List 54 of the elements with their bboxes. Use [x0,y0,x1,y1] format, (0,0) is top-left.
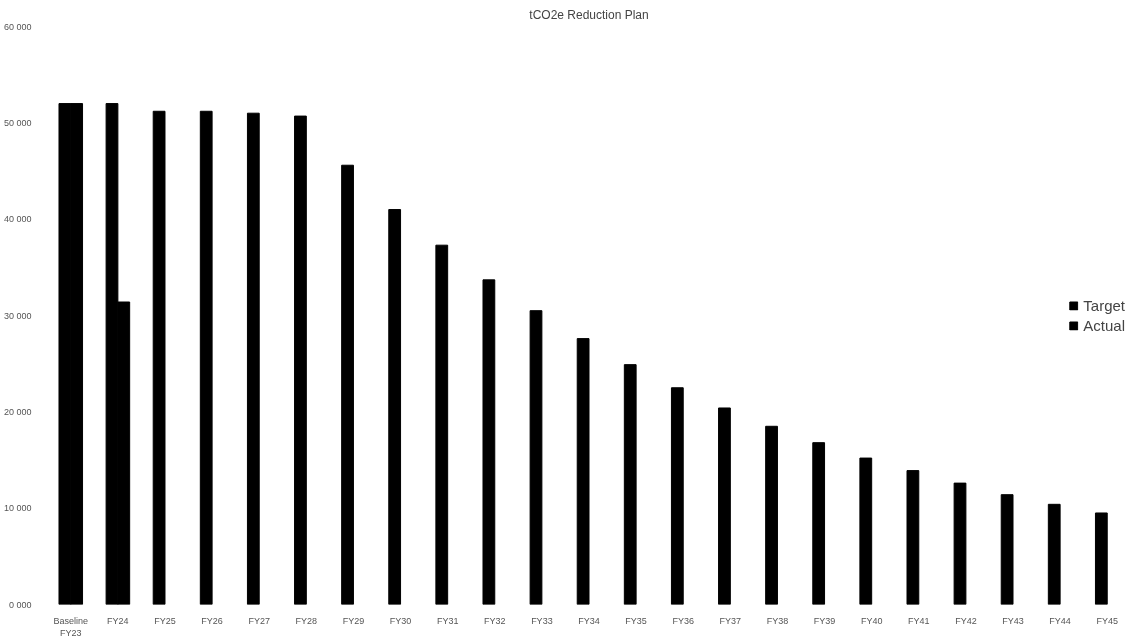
bar [294,115,307,605]
bar [812,442,826,605]
x-tick-label: FY35 [625,615,647,626]
x-tick-label: FY27 [248,615,270,626]
x-tick-label: FY36 [672,615,694,626]
bar [482,279,496,605]
bar [1047,503,1061,605]
legend-label: Target [1083,296,1125,314]
x-tick-label: FY42 [955,615,977,626]
chart-title: tCO2e Reduction Plan [529,7,649,22]
bar [953,482,967,605]
bar [906,470,920,605]
x-tick-label: FY31 [436,615,459,626]
y-tick-label: 40 000 [3,214,32,225]
bar [246,112,260,605]
bar [859,457,873,605]
x-tick-label: FY40 [860,615,883,626]
x-tick-label: FY33 [531,615,553,626]
x-tick-label: FY43 [1002,615,1024,626]
bar [388,209,402,605]
x-tick-label: FY32 [484,615,506,626]
x-tick-label: FY41 [908,615,930,626]
y-tick-label: 60 000 [3,21,32,32]
bar [152,110,166,605]
bar [576,338,590,605]
bar [1094,512,1108,605]
bar [435,244,449,605]
bar [341,164,354,605]
legend-label: Actual [1083,316,1125,334]
x-tick-label: FY25 [154,615,176,626]
bar [529,310,543,605]
bar [1000,494,1014,605]
bar [623,364,637,605]
x-tick-label: FY30 [389,615,412,626]
x-tick-label: FY44 [1049,615,1071,626]
x-tick-label: FY29 [342,615,365,626]
y-tick-label: 30 000 [3,310,32,321]
x-tick-label: FY38 [766,615,789,626]
x-tick-label: FY24 [107,615,129,626]
x-tick-label: FY37 [719,615,742,626]
bar [718,407,731,605]
y-tick-label: 10 000 [3,503,32,514]
y-tick-label: 0 000 [8,599,32,610]
bar [765,425,778,605]
x-tick-label: FY39 [813,615,836,626]
x-tick-label: FY45 [1096,615,1118,626]
x-tick-label: FY28 [295,615,318,626]
x-tick-label: FY26 [201,615,223,626]
x-tick-label: Baseline FY23 [53,615,89,638]
y-tick-label: 50 000 [3,117,32,128]
y-tick-label: 20 000 [3,406,32,417]
bar [199,110,213,605]
x-tick-label: FY34 [578,615,600,626]
bar [670,387,684,605]
